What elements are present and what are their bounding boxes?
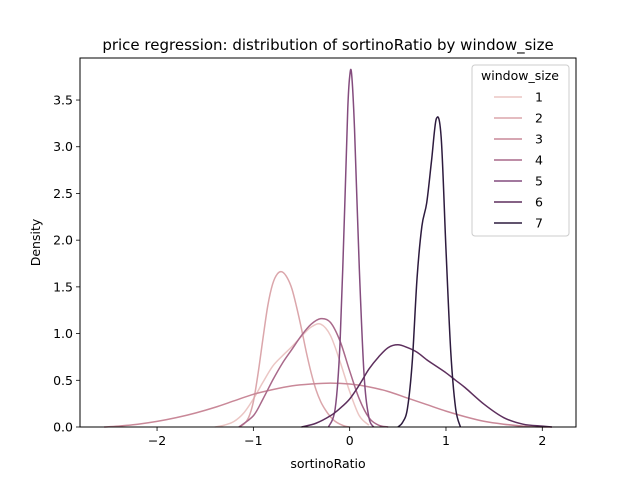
y-tick-label: 3.0 [53, 139, 73, 154]
legend: window_size 1 2 3 4 5 6 7 [471, 64, 570, 237]
legend-label-3: 3 [535, 132, 543, 147]
axes-frame [79, 57, 577, 428]
legend-label-7: 7 [535, 216, 543, 231]
series-line-7 [397, 116, 462, 428]
series-line-1 [214, 323, 370, 428]
legend-title: window_size [481, 68, 559, 83]
legend-label-4: 4 [535, 153, 543, 168]
y-tick-label: 1.5 [53, 279, 73, 294]
x-tick-label: 0 [346, 433, 354, 448]
series-line-4 [238, 317, 389, 428]
y-tick-label: 2.0 [53, 233, 73, 248]
y-tick-label: 3.5 [53, 93, 73, 108]
chart-title: price regression: distribution of sortin… [102, 36, 553, 55]
legend-label-1: 1 [535, 90, 543, 105]
x-tick-label: 2 [538, 433, 546, 448]
legend-frame [471, 64, 570, 237]
x-tick-label: 1 [442, 433, 450, 448]
plot-area [79, 57, 577, 428]
series-line-6 [301, 344, 552, 428]
y-tick-label: 1.0 [53, 326, 73, 341]
y-tick-label: 2.5 [53, 186, 73, 201]
y-tick-label: 0.0 [53, 420, 73, 435]
x-axis-ticks: −2 −1 0 1 2 [148, 427, 546, 448]
legend-label-6: 6 [535, 195, 543, 210]
y-axis-label: Density [28, 218, 43, 266]
x-tick-label: −2 [148, 433, 166, 448]
series-line-3 [104, 382, 552, 428]
legend-label-2: 2 [535, 111, 543, 126]
series-line-2 [238, 270, 350, 428]
y-axis-ticks: 0.0 0.5 1.0 1.5 2.0 2.5 3.0 3.5 [53, 93, 80, 435]
x-axis-label: sortinoRatio [290, 456, 365, 471]
legend-items: 1 2 3 4 5 6 7 [494, 90, 543, 231]
x-tick-label: −1 [244, 433, 262, 448]
legend-label-5: 5 [535, 174, 543, 189]
density-curves [104, 68, 552, 428]
y-tick-label: 0.5 [53, 373, 73, 388]
